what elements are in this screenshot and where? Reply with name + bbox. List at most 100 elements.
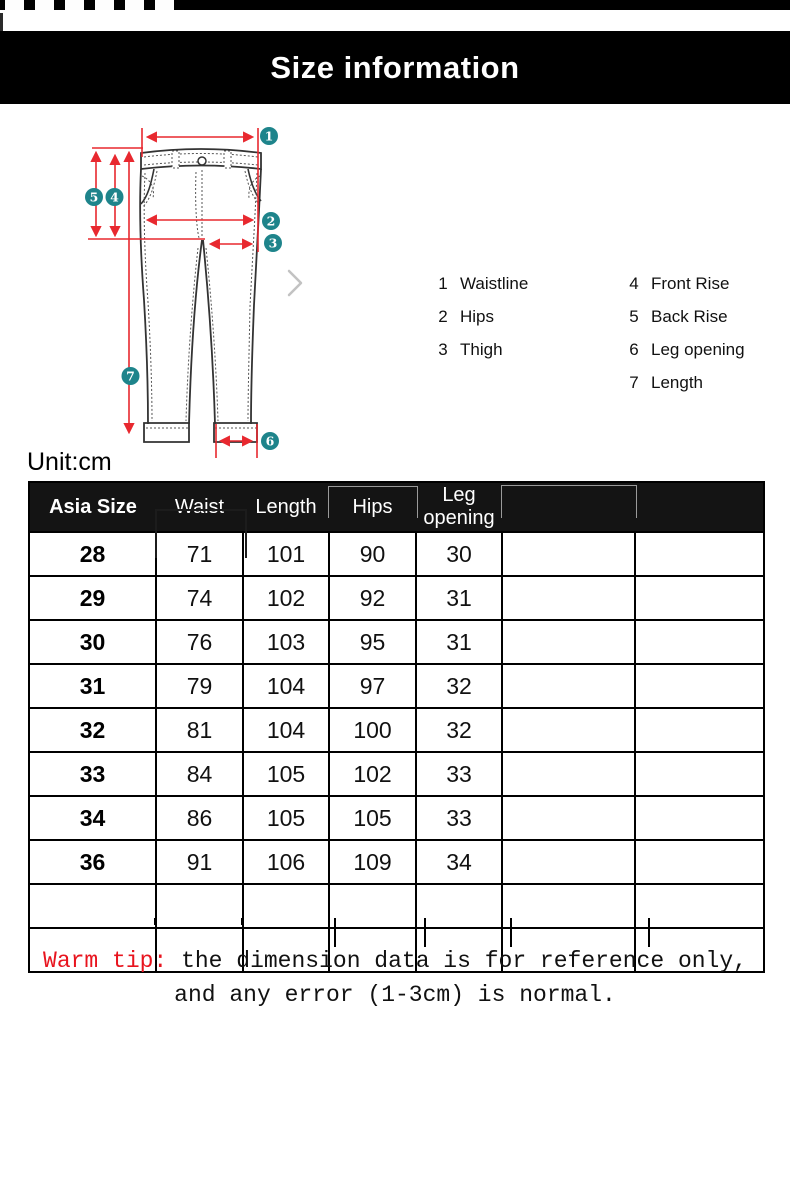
table-cell [501,927,636,973]
table-cell: 28 [28,531,157,577]
measurement-legend-right: 4 Front Rise 5 Back Rise 6 Leg opening 7 Length [627,267,745,399]
marker-4: 4 [105,188,124,206]
size-table: Asia Size Waist Length Hips Leg opening 28 71… [28,481,765,973]
table-cell: 74 [155,575,244,621]
section-title-bar: Size information [0,31,790,104]
marker-7-label: 7 [126,369,135,384]
column-header: Hips [329,482,416,532]
table-cell [634,751,765,797]
table-cell: 109 [328,839,417,885]
table-cell: 29 [28,575,157,621]
table-cell: 104 [242,707,330,753]
table-header-row: Asia Size Waist Length Hips Leg opening [29,482,764,532]
table-cell [634,927,765,973]
table-row: 36 91 106 109 34 [28,839,765,885]
table-cell: 105 [242,795,330,841]
table-cell [242,927,330,973]
column-header: Asia Size [29,482,156,532]
pants-outline [139,148,262,443]
table-cell [634,795,765,841]
table-cell: 90 [328,531,417,577]
legend-number: 6 [629,339,639,359]
table-cell: 95 [328,619,417,665]
marker-1-label: 1 [265,129,274,144]
legend-label: Front Rise [651,273,730,293]
marker-7: 7 [121,367,140,385]
table-cell: 32 [415,707,503,753]
table-cell: 32 [28,707,157,753]
warm-tip: Warm tip: the dimension data is for refe… [0,944,790,1012]
marker-4-label: 4 [110,190,119,205]
column-header [635,482,764,532]
table-row: 29 74 102 92 31 [28,575,765,621]
table-cell [415,927,503,973]
grid-line-stub [510,918,512,947]
table-row [28,883,765,929]
legend-label: Back Rise [651,306,728,326]
table-cell: 106 [242,839,330,885]
table-cell: 97 [328,663,417,709]
marker-6: 6 [261,432,279,450]
legend-label: Waistline [460,273,529,293]
legend-item: 7 Length [627,366,745,399]
marker-2-label: 2 [267,214,276,229]
legend-item: 1 Waistline [436,267,528,300]
table-cell [501,795,636,841]
warm-tip-prefix: Warm tip: [43,948,168,974]
page-title: Size information [270,49,520,85]
table-row: 31 79 104 97 32 [28,663,765,709]
marker-3: 3 [264,234,282,252]
marker-5: 5 [85,188,103,206]
marker-6-label: 6 [266,434,275,449]
legend-item: 2 Hips [436,300,528,333]
table-cell: 101 [242,531,330,577]
table-cell [634,663,765,709]
table-row [28,927,765,973]
table-cell: 30 [28,619,157,665]
grid-line-stub [154,918,156,925]
table-cell: 31 [28,663,157,709]
measurement-legend-left: 1 Waistline 2 Hips 3 Thigh [436,267,528,366]
legend-label: Length [651,372,703,392]
table-cell [501,707,636,753]
table-cell: 102 [242,575,330,621]
table-cell: 33 [28,751,157,797]
table-cell: 30 [415,531,503,577]
column-header [502,482,635,532]
table-row: 33 84 105 102 33 [28,751,765,797]
table-cell: 76 [155,619,244,665]
grid-line-stub [648,918,650,947]
table-cell [634,531,765,577]
table-cell [634,707,765,753]
table-cell [328,927,417,973]
legend-number: 3 [438,339,448,359]
table-cell [155,927,244,973]
table-cell [634,839,765,885]
unit-label: Unit:cm [27,448,112,476]
table-cell [242,883,330,929]
legend-number: 1 [438,273,448,293]
grid-line-stub [241,918,243,925]
grid-line-stub [334,918,336,947]
table-cell: 36 [28,839,157,885]
legend-number: 4 [629,273,639,293]
table-row: 28 71 101 90 30 [28,531,765,577]
column-header: Leg opening [416,482,502,532]
marker-3-label: 3 [269,236,278,251]
table-row: 30 76 103 95 31 [28,619,765,665]
table-cell [634,883,765,929]
table-cell: 34 [415,839,503,885]
table-cell: 92 [328,575,417,621]
legend-item: 3 Thigh [436,333,528,366]
warm-tip-line1: Warm tip: the dimension data is for refe… [0,944,790,978]
table-cell: 100 [328,707,417,753]
table-cell: 33 [415,751,503,797]
table-row: 32 81 104 100 32 [28,707,765,753]
marker-5-label: 5 [90,190,99,205]
size-swatch-pattern [0,0,182,10]
diagram-markers: 1 2 3 4 5 6 7 [85,127,282,450]
table-row: 34 86 105 105 33 [28,795,765,841]
image-strip [0,0,790,10]
table-cell [155,883,244,929]
carousel-next-icon[interactable] [287,269,303,297]
